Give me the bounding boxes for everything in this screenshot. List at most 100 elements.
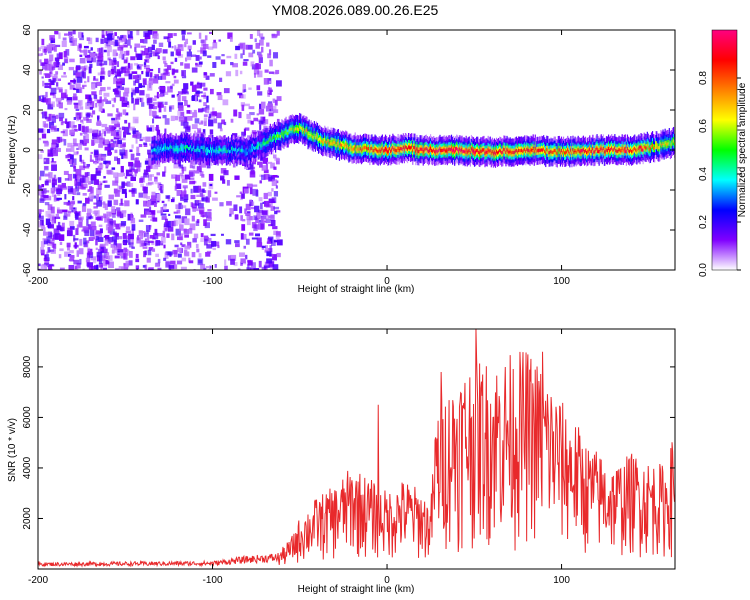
noise-cell xyxy=(240,233,244,240)
noise-cell xyxy=(134,79,140,84)
noise-cell xyxy=(90,216,94,219)
noise-cell xyxy=(38,263,41,267)
noise-cell xyxy=(208,31,213,35)
ridge-cell xyxy=(477,149,479,153)
noise-cell xyxy=(78,248,84,255)
noise-cell xyxy=(132,75,138,80)
noise-cell xyxy=(143,192,148,199)
noise-cell xyxy=(184,249,188,255)
noise-cell xyxy=(142,136,146,141)
noise-cell xyxy=(67,244,70,251)
noise-cell xyxy=(109,228,115,235)
noise-cell xyxy=(194,118,200,124)
noise-cell xyxy=(147,153,152,160)
noise-cell xyxy=(201,39,207,47)
noise-cell xyxy=(39,59,42,63)
ridge-cell xyxy=(491,150,493,154)
noise-cell xyxy=(268,261,275,267)
noise-cell xyxy=(71,201,75,205)
ridge-cell xyxy=(612,148,614,152)
ridge-cell xyxy=(387,150,389,154)
ridge-hotspot xyxy=(454,147,459,151)
noise-cell xyxy=(90,115,93,118)
noise-cell xyxy=(269,239,273,243)
ridge-cell xyxy=(181,146,184,150)
noise-cell xyxy=(73,238,79,241)
noise-cell xyxy=(112,236,117,242)
noise-cell xyxy=(270,162,275,169)
noise-cell xyxy=(88,95,92,101)
ridge-cell xyxy=(571,151,573,155)
ridge-cell xyxy=(600,146,602,150)
noise-cell xyxy=(162,56,166,61)
noise-cell xyxy=(47,104,54,110)
noise-cell xyxy=(143,62,147,68)
noise-cell xyxy=(131,188,137,194)
noise-cell xyxy=(163,60,167,64)
noise-cell xyxy=(204,35,208,41)
noise-cell xyxy=(143,64,150,70)
noise-cell xyxy=(258,219,264,223)
ridge-cell xyxy=(318,137,321,141)
ridge-cell xyxy=(347,145,349,149)
noise-cell xyxy=(212,197,218,201)
ridge-cell xyxy=(557,148,559,152)
noise-cell xyxy=(67,210,72,214)
noise-cell xyxy=(143,31,150,37)
noise-cell xyxy=(219,202,224,207)
noise-cell xyxy=(226,55,232,59)
noise-cell xyxy=(56,197,62,200)
ridge-cell xyxy=(448,147,451,151)
noise-cell xyxy=(213,118,218,124)
ridge-cell xyxy=(193,145,195,149)
noise-cell xyxy=(147,249,152,256)
spectrogram-ridge-layer xyxy=(151,112,675,168)
ridge-cell xyxy=(272,135,275,140)
noise-cell xyxy=(118,53,124,59)
noise-cell xyxy=(44,262,49,268)
noise-cell xyxy=(196,166,202,173)
noise-cell xyxy=(87,248,93,256)
noise-cell xyxy=(198,62,203,68)
noise-cell xyxy=(114,156,118,161)
noise-cell xyxy=(98,196,102,202)
noise-cell xyxy=(130,63,133,70)
noise-cell xyxy=(83,131,88,136)
ridge-cell xyxy=(298,128,300,132)
noise-cell xyxy=(107,220,112,226)
noise-cell xyxy=(104,43,110,49)
ridge-cell xyxy=(360,148,363,152)
noise-cell xyxy=(145,165,151,172)
noise-cell xyxy=(273,166,277,170)
noise-cell xyxy=(257,91,263,96)
noise-cell xyxy=(50,206,55,214)
noise-cell xyxy=(147,240,154,244)
noise-cell xyxy=(53,228,60,236)
noise-cell xyxy=(108,241,111,245)
spectrogram-x-tick-label: -100 xyxy=(203,276,223,287)
noise-cell xyxy=(86,212,91,217)
noise-cell xyxy=(58,254,62,259)
noise-cell xyxy=(66,121,70,129)
noise-cell xyxy=(53,73,58,77)
noise-cell xyxy=(256,51,262,56)
ridge-hotspot xyxy=(384,148,389,152)
noise-cell xyxy=(122,172,125,177)
ridge-cell xyxy=(199,149,201,153)
ridge-cell xyxy=(165,145,167,149)
ridge-cell xyxy=(406,147,409,151)
noise-cell xyxy=(264,261,270,267)
noise-cell xyxy=(213,39,216,43)
noise-cell xyxy=(144,48,149,55)
noise-cell xyxy=(111,118,116,121)
ridge-cell xyxy=(220,148,222,152)
noise-cell xyxy=(79,35,85,41)
noise-cell xyxy=(100,38,104,44)
noise-cell xyxy=(194,84,200,89)
noise-cell xyxy=(57,184,63,192)
noise-cell xyxy=(233,109,238,117)
noise-cell xyxy=(84,229,90,237)
noise-cell xyxy=(69,58,75,63)
noise-cell xyxy=(122,109,127,115)
noise-cell xyxy=(243,188,249,193)
